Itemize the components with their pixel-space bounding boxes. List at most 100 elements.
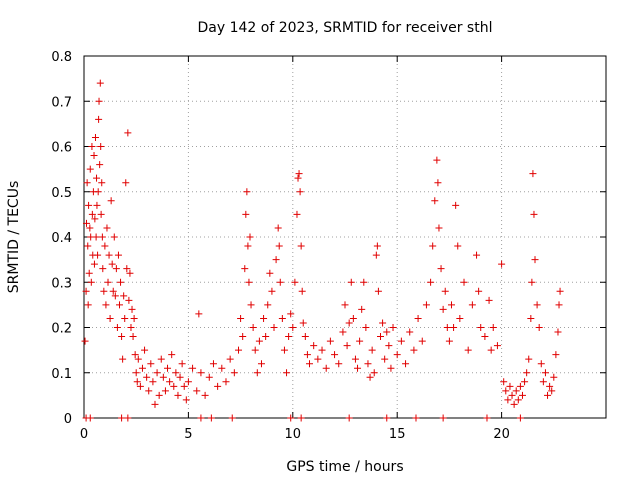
data-point xyxy=(528,278,536,286)
data-point xyxy=(289,324,297,331)
data-point xyxy=(270,324,278,331)
data-point xyxy=(556,287,564,295)
data-point xyxy=(303,351,311,359)
data-point xyxy=(100,287,108,295)
data-point xyxy=(535,324,543,331)
data-point xyxy=(268,287,276,295)
data-point xyxy=(525,355,533,363)
data-point xyxy=(341,301,349,309)
data-point xyxy=(347,278,355,286)
data-point xyxy=(406,328,414,336)
data-point xyxy=(527,314,535,322)
y-tick-label: 0.4 xyxy=(51,231,72,246)
x-axis-ticks: 0 5 10 15 20 xyxy=(80,56,510,442)
data-point xyxy=(481,333,489,341)
data-point xyxy=(443,324,451,331)
data-point xyxy=(335,360,343,368)
data-point xyxy=(454,242,462,250)
data-point xyxy=(110,233,118,241)
data-point xyxy=(554,328,562,336)
data-point xyxy=(508,391,516,399)
y-tick-label: 0.2 xyxy=(51,322,72,337)
data-point xyxy=(118,333,126,341)
y-axis-ticks: 0 0.1 0.2 0.3 0.4 0.5 0.6 0.7 0.8 xyxy=(51,50,606,427)
data-point xyxy=(128,305,136,313)
data-point xyxy=(83,179,91,187)
data-point xyxy=(101,242,109,250)
data-point xyxy=(360,278,368,286)
data-point xyxy=(122,179,130,187)
data-point xyxy=(87,278,95,286)
data-point xyxy=(326,337,334,345)
data-point xyxy=(514,396,522,404)
data-point xyxy=(161,387,169,395)
data-point xyxy=(310,342,318,350)
data-point xyxy=(550,373,558,381)
data-point xyxy=(485,296,493,304)
data-point xyxy=(85,269,93,277)
data-point xyxy=(291,278,299,286)
data-point xyxy=(397,337,405,345)
data-point xyxy=(351,355,359,363)
data-point xyxy=(157,355,165,363)
y-tick-label: 0.5 xyxy=(51,186,72,201)
grid-lines xyxy=(84,56,606,418)
data-point xyxy=(530,210,538,218)
y-tick-label: 0.1 xyxy=(51,367,72,382)
data-point xyxy=(364,360,372,368)
data-point xyxy=(251,346,259,354)
data-point xyxy=(294,174,302,182)
data-point xyxy=(379,319,387,327)
data-point xyxy=(383,414,391,422)
data-point xyxy=(293,210,301,218)
data-point xyxy=(385,342,393,350)
data-point xyxy=(222,378,230,386)
data-point xyxy=(275,242,283,250)
data-point xyxy=(235,346,243,354)
data-point xyxy=(151,400,159,408)
data-point xyxy=(427,278,435,286)
data-point xyxy=(106,314,114,322)
data-point xyxy=(464,346,472,354)
data-point xyxy=(389,324,397,331)
data-point xyxy=(287,414,295,422)
data-point xyxy=(84,301,92,309)
data-point xyxy=(477,324,485,331)
data-point xyxy=(372,251,380,259)
y-tick-label: 0.6 xyxy=(51,141,72,156)
data-point xyxy=(414,314,422,322)
data-point xyxy=(174,391,182,399)
data-point xyxy=(170,382,178,390)
data-point xyxy=(468,301,476,309)
data-point xyxy=(123,265,131,273)
data-point xyxy=(207,414,215,422)
data-point xyxy=(92,233,100,241)
data-point xyxy=(285,333,293,341)
data-point xyxy=(537,360,545,368)
chart-title: Day 142 of 2023, SRMTID for receiver sth… xyxy=(198,20,493,36)
x-tick-label: 15 xyxy=(389,427,406,442)
data-point xyxy=(91,215,99,223)
data-point xyxy=(159,373,167,381)
data-point xyxy=(134,355,142,363)
data-point xyxy=(358,305,366,313)
data-point xyxy=(393,351,401,359)
data-point xyxy=(314,355,322,363)
data-point xyxy=(301,333,309,341)
data-point xyxy=(117,278,125,286)
data-point xyxy=(168,351,176,359)
data-point xyxy=(136,382,144,390)
x-axis-label: GPS time / hours xyxy=(286,459,403,475)
data-point xyxy=(182,396,190,404)
data-point xyxy=(287,310,295,318)
data-point xyxy=(120,292,128,300)
data-point xyxy=(322,364,330,372)
data-point xyxy=(86,165,94,173)
data-point xyxy=(516,414,524,422)
data-point xyxy=(243,188,251,196)
data-point xyxy=(276,278,284,286)
data-point xyxy=(180,382,188,390)
data-point xyxy=(498,260,506,268)
data-point xyxy=(195,310,203,318)
y-tick-label: 0 xyxy=(64,412,72,427)
